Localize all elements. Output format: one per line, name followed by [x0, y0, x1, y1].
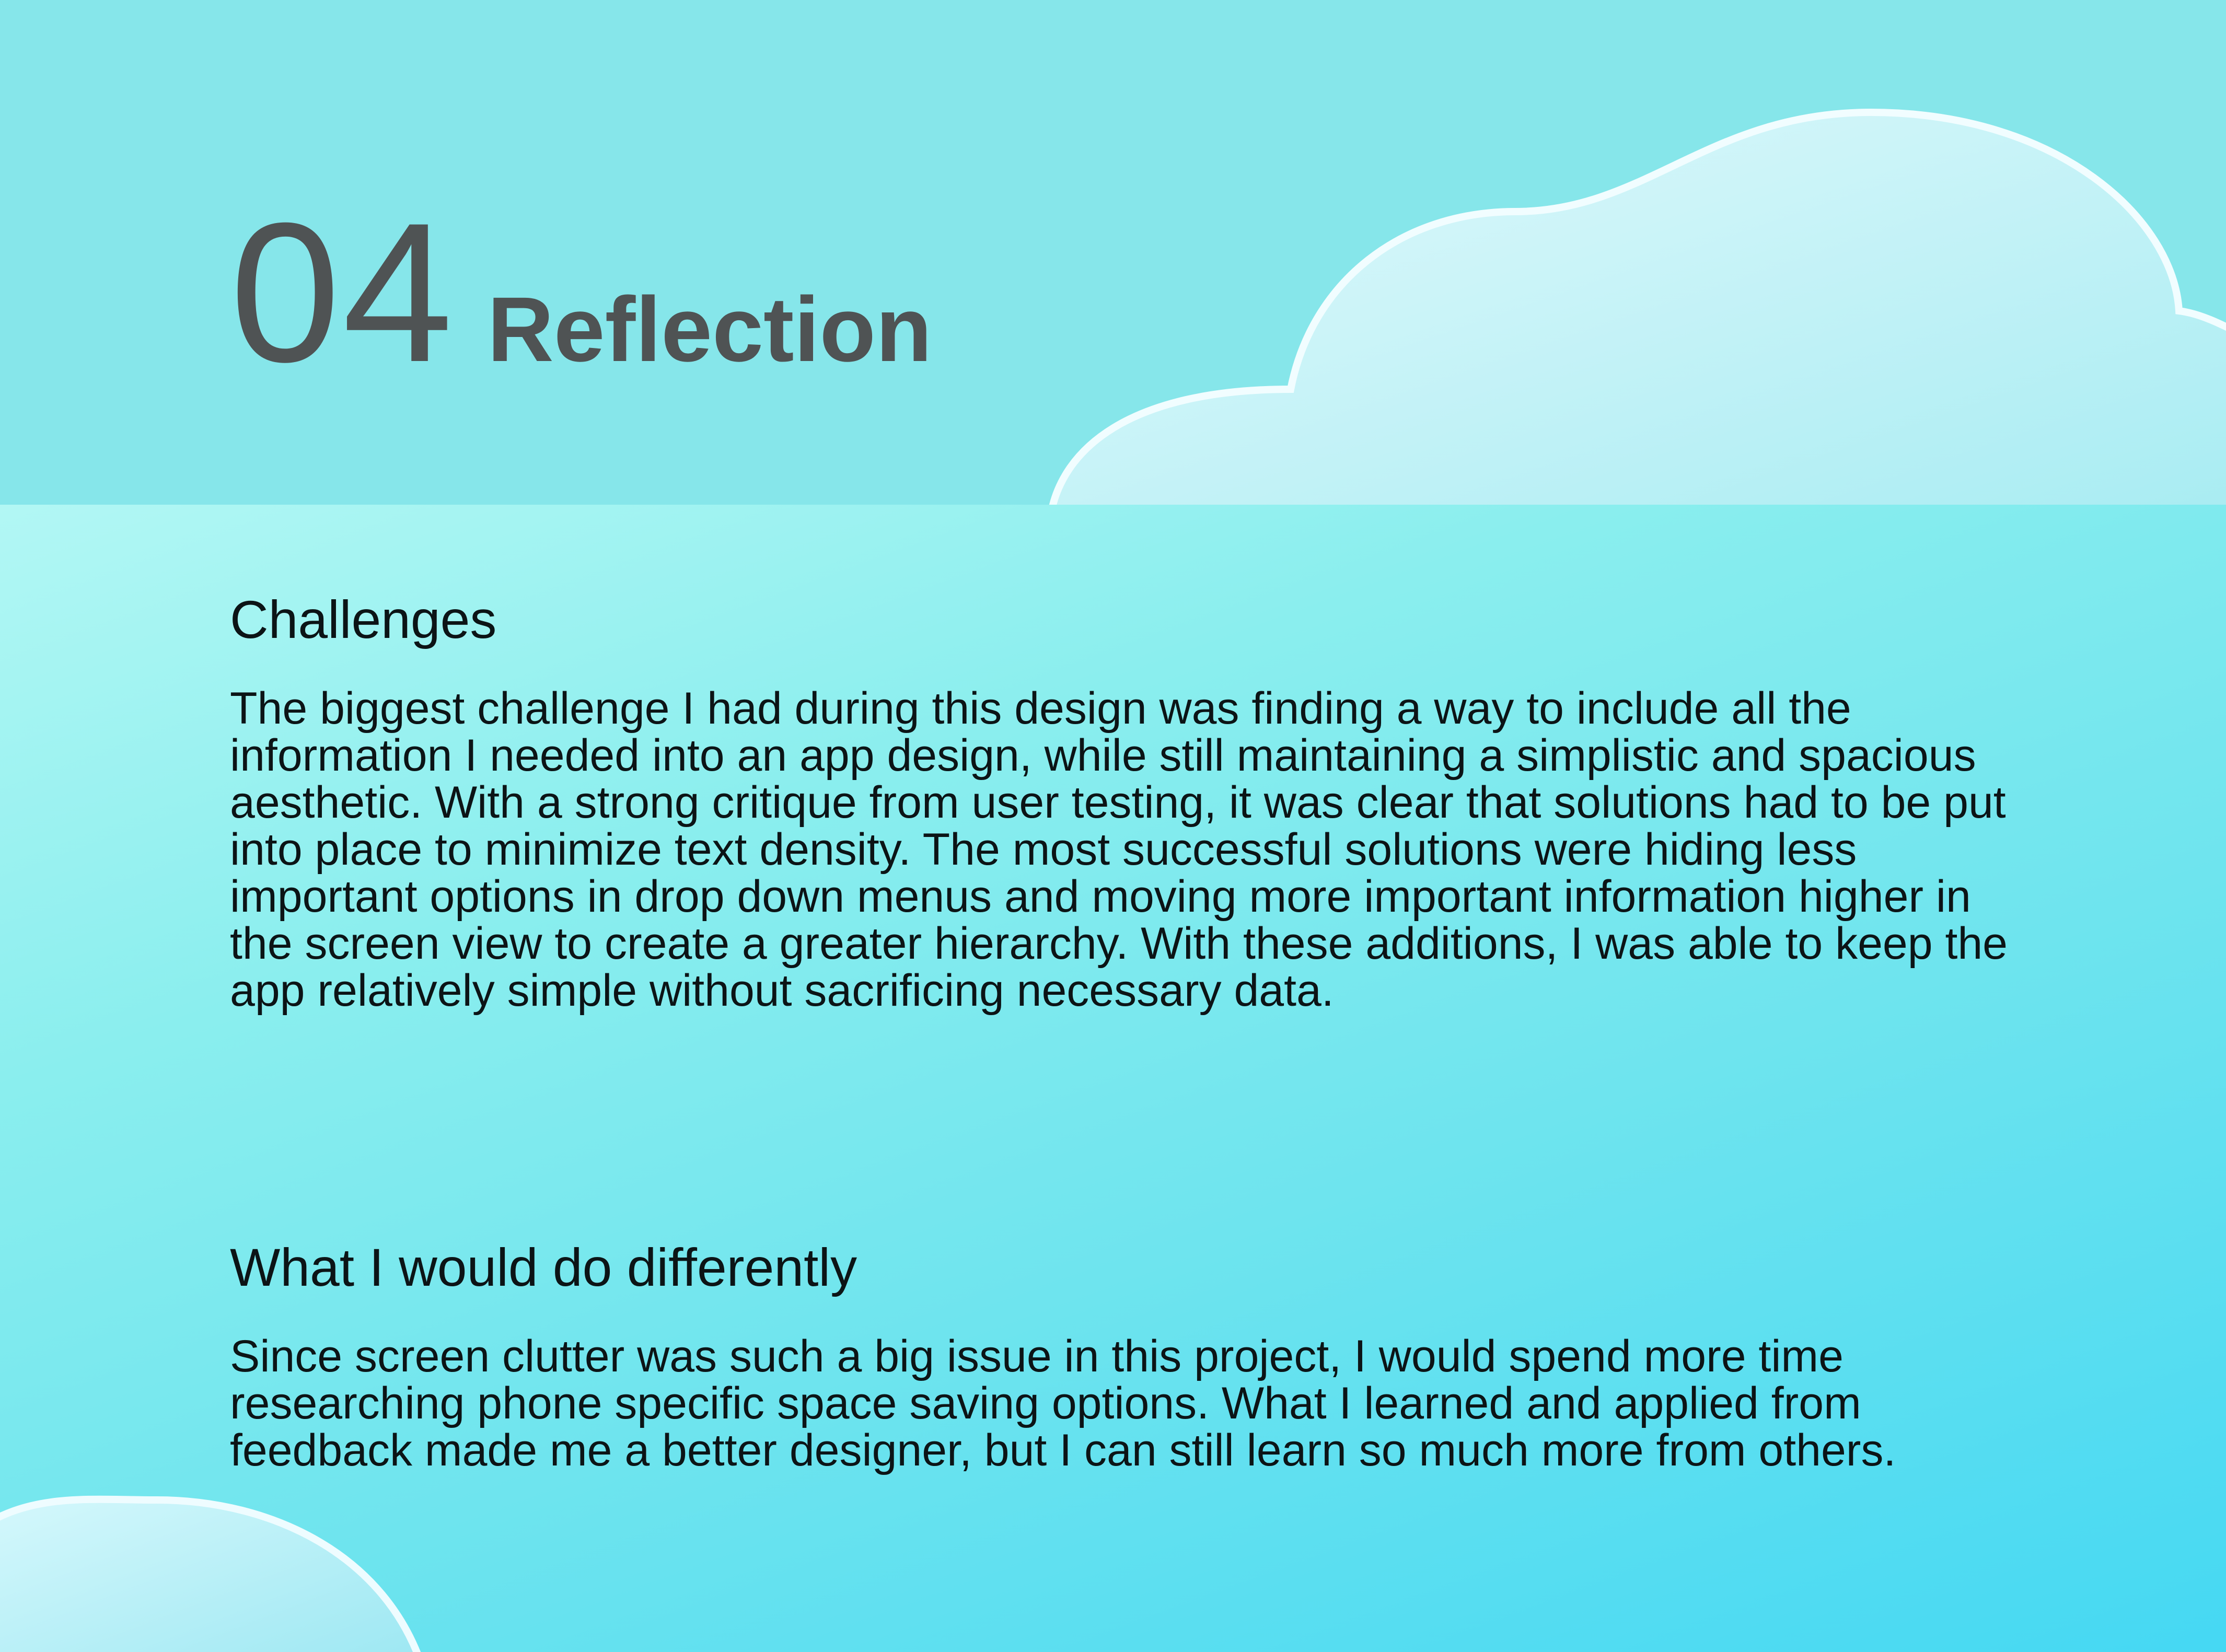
- body-band: [0, 505, 2226, 1652]
- do-differently-body: Since screen clutter was such a big issu…: [230, 1331, 1896, 1476]
- section-title: Reflection: [487, 278, 932, 381]
- page-title: 04 Reflection: [230, 193, 932, 392]
- cloud-decoration-bottom: [0, 1495, 421, 1652]
- challenges-body: The biggest challenge I had during this …: [230, 683, 2008, 1016]
- header-band: 04 Reflection: [0, 0, 2226, 505]
- challenges-section: Challenges The biggest challenge I had d…: [230, 589, 2017, 1014]
- cloud-decoration-top: [1049, 108, 2226, 505]
- challenges-heading: Challenges: [230, 590, 497, 649]
- do-differently-heading: What I would do differently: [230, 1238, 857, 1297]
- do-differently-section: What I would do differently Since screen…: [230, 1237, 2017, 1474]
- section-number: 04: [230, 181, 455, 403]
